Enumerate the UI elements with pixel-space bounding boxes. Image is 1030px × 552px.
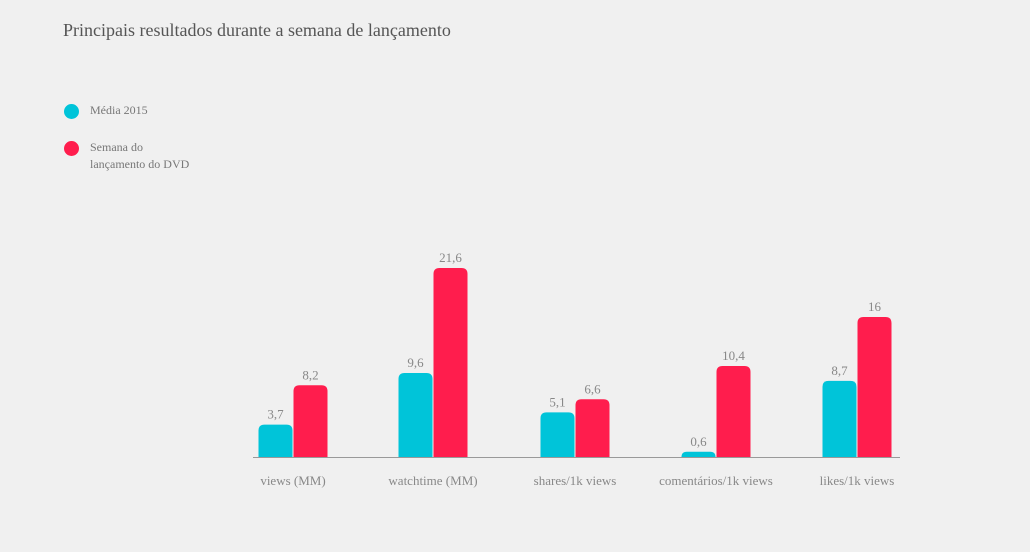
data-label-media-4: 8,7	[831, 363, 848, 378]
data-label-semana-1: 21,6	[439, 250, 462, 265]
legend-item-semana: Semana do lançamento do DVD	[64, 139, 189, 173]
bar-semana-2	[575, 399, 610, 457]
data-label-media-0: 3,7	[267, 407, 284, 422]
data-label-semana-2: 6,6	[584, 381, 601, 396]
category-label-2: shares/1k views	[534, 473, 617, 488]
data-label-semana-4: 16	[868, 299, 882, 314]
category-label-3: comentários/1k views	[659, 473, 773, 488]
chart-title: Principais resultados durante a semana d…	[63, 20, 451, 40]
bar-semana-4	[857, 317, 892, 457]
category-label-0: views (MM)	[260, 473, 325, 488]
bar-semana-1	[433, 268, 468, 457]
legend-label-semana: Semana do lançamento do DVD	[90, 140, 190, 171]
legend-label-media: Média 2015	[90, 103, 148, 117]
data-label-media-1: 9,6	[407, 355, 424, 370]
category-label-1: watchtime (MM)	[388, 473, 477, 488]
legend: Média 2015 Semana do lançamento do DVD	[64, 102, 189, 173]
bar-media-1	[398, 373, 433, 457]
legend-item-media: Média 2015	[64, 102, 189, 119]
bar-media-4	[822, 380, 857, 457]
data-label-media-2: 5,1	[549, 394, 565, 409]
data-label-semana-0: 8,2	[302, 367, 318, 382]
bar-media-3	[681, 451, 716, 457]
data-label-media-3: 0,6	[690, 434, 707, 449]
data-label-semana-3: 10,4	[722, 348, 745, 363]
bar-media-0	[258, 424, 293, 457]
bar-media-2	[540, 412, 575, 457]
category-label-4: likes/1k views	[820, 473, 895, 488]
legend-swatch-semana	[64, 141, 79, 156]
bar-semana-0	[293, 385, 328, 457]
legend-swatch-media	[64, 104, 79, 119]
bar-semana-3	[716, 366, 751, 457]
